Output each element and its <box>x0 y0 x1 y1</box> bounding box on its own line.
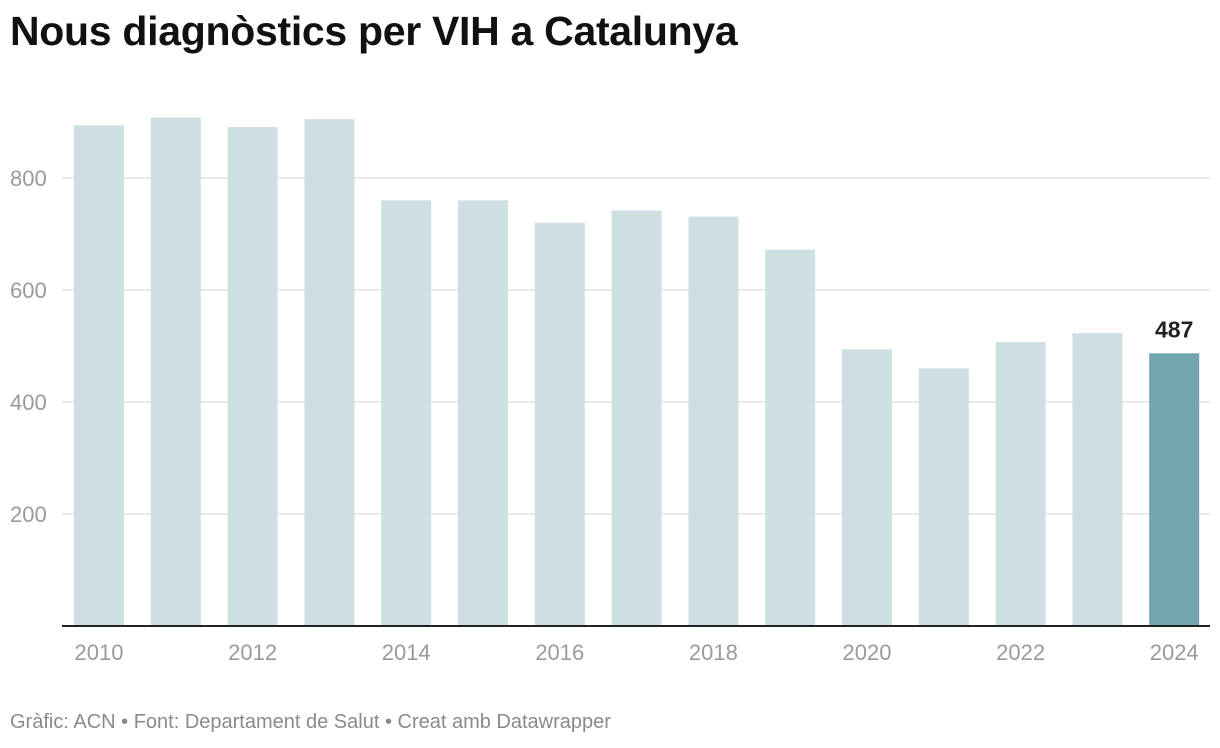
bar-2010 <box>74 125 124 627</box>
bar-2014 <box>381 200 432 626</box>
x-axis-ticks: 2010 2012 2014 2016 2018 2020 2022 2024 <box>75 640 1199 665</box>
bar-2023 <box>1072 333 1123 626</box>
y-axis-ticks: 200 400 600 800 <box>10 166 47 527</box>
bar-2020 <box>842 349 892 626</box>
x-tick-label-2020: 2020 <box>843 640 892 665</box>
x-tick-label-2012: 2012 <box>228 640 277 665</box>
bar-2016 <box>534 222 585 627</box>
bar-2019 <box>765 249 816 626</box>
bar-2015 <box>458 200 508 626</box>
x-tick-label-2010: 2010 <box>75 640 124 665</box>
y-tick-label-600: 600 <box>10 278 47 303</box>
bar-2021 <box>918 368 969 626</box>
bars <box>74 117 1200 627</box>
chart-title: Nous diagnòstics per VIH a Catalunya <box>10 8 738 54</box>
y-tick-label-200: 200 <box>10 502 47 527</box>
bar-chart: 200 400 600 800 2010 2012 2014 2016 2018 2020 202… <box>10 117 1210 665</box>
bar-2018 <box>688 216 739 626</box>
x-tick-label-2022: 2022 <box>996 640 1045 665</box>
x-tick-label-2018: 2018 <box>689 640 738 665</box>
data-labels: 487 <box>1155 316 1193 342</box>
bar-2024 <box>1149 353 1200 626</box>
x-tick-label-2014: 2014 <box>382 640 431 665</box>
y-tick-label-400: 400 <box>10 390 47 415</box>
y-tick-label-800: 800 <box>10 166 47 191</box>
bar-2017 <box>611 210 662 627</box>
bar-2012 <box>227 127 278 626</box>
chart-footer: Gràfic: ACN • Font: Departament de Salut… <box>10 711 611 733</box>
bar-2022 <box>995 342 1046 626</box>
data-label-2024: 487 <box>1155 316 1193 342</box>
bar-2013 <box>304 119 355 626</box>
x-tick-label-2024: 2024 <box>1150 640 1199 665</box>
x-tick-label-2016: 2016 <box>535 640 584 665</box>
bar-2011 <box>150 117 201 627</box>
